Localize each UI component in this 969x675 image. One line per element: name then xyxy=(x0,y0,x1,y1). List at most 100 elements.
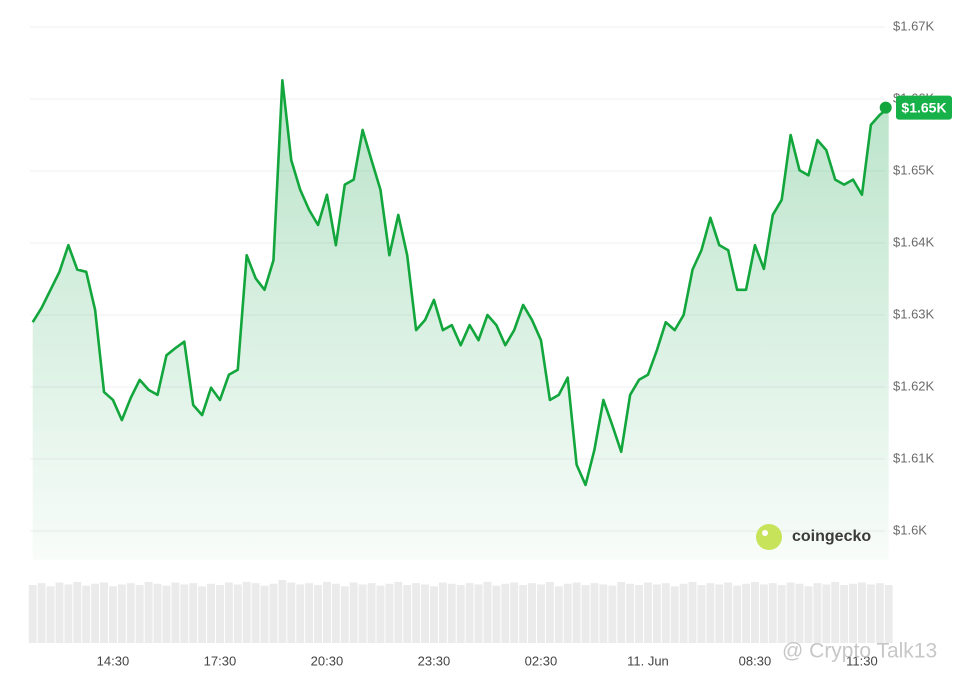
volume-bar xyxy=(180,584,189,643)
volume-bar xyxy=(456,585,465,643)
volume-bar xyxy=(670,586,679,643)
volume-bar xyxy=(545,581,554,643)
volume-bar xyxy=(242,581,251,643)
volume-bar xyxy=(162,585,171,643)
volume-bar xyxy=(215,585,224,643)
volume-bar xyxy=(108,586,117,643)
brand-name: coingecko xyxy=(792,528,871,545)
current-price-label: $1.65K xyxy=(901,99,946,115)
volume-bar xyxy=(697,585,706,643)
y-tick-label: $1.65K xyxy=(893,162,935,177)
volume-bar xyxy=(750,581,759,643)
volume-bar xyxy=(759,584,768,643)
volume-bar xyxy=(153,583,162,643)
volume-bar xyxy=(554,586,563,643)
watermark: @ Crypto Talk13 xyxy=(782,640,937,663)
volume-bar xyxy=(536,584,545,643)
volume-bar xyxy=(55,582,64,643)
volume-bar xyxy=(126,583,135,643)
volume-bar xyxy=(144,581,153,643)
volume-bar xyxy=(822,584,831,643)
volume-bar xyxy=(349,582,358,643)
volume-bar xyxy=(224,582,233,643)
volume-bar xyxy=(465,583,474,643)
volume-bar xyxy=(474,584,483,643)
volume-bar xyxy=(340,586,349,643)
volume-bar xyxy=(260,585,269,643)
volume-bar xyxy=(590,583,599,643)
volume-bar xyxy=(831,581,840,643)
volume-bar xyxy=(358,584,367,643)
volume-bar xyxy=(786,582,795,643)
x-tick-label: 17:30 xyxy=(204,653,237,668)
volume-bar xyxy=(403,585,412,643)
volume-bar xyxy=(652,584,661,643)
volume-bar xyxy=(269,583,278,643)
y-tick-label: $1.64K xyxy=(893,234,935,249)
volume-bar xyxy=(100,582,108,643)
volume-bar xyxy=(804,586,813,643)
volume-bar xyxy=(724,582,733,643)
volume-bar xyxy=(412,583,421,643)
volume-bar xyxy=(367,583,376,643)
volume-bar xyxy=(875,583,884,643)
volume-bar xyxy=(296,584,305,643)
current-price-dot xyxy=(879,101,892,114)
volume-bar xyxy=(278,580,287,643)
volume-bar xyxy=(322,581,331,643)
volume-bar xyxy=(331,583,340,643)
x-tick-label: 02:30 xyxy=(525,653,558,668)
x-tick-label: 23:30 xyxy=(418,653,451,668)
volume-bar xyxy=(189,583,198,643)
x-tick-label: 11. Jun xyxy=(627,653,669,668)
y-tick-label: $1.61K xyxy=(893,450,935,465)
volume-bar xyxy=(599,584,608,643)
price-line xyxy=(31,78,890,487)
volume-bar xyxy=(421,584,429,643)
volume-bar xyxy=(795,583,804,643)
volume-bar xyxy=(251,583,260,643)
volume-bar xyxy=(305,583,314,643)
volume-bar xyxy=(376,585,385,643)
y-tick-label: $1.67K xyxy=(893,18,935,33)
volume-bar xyxy=(510,582,519,643)
volume-bar xyxy=(394,581,403,643)
volume-bar xyxy=(37,583,46,643)
volume-bar xyxy=(563,583,572,643)
volume-bar xyxy=(429,586,438,643)
volume-bar xyxy=(117,584,126,643)
volume-bar xyxy=(688,581,697,643)
x-tick-label: 08:30 xyxy=(739,653,772,668)
volume-bar xyxy=(135,585,144,643)
volume-bar xyxy=(171,582,180,643)
brand-logo-eye xyxy=(762,530,768,536)
volume-bar xyxy=(447,583,456,643)
y-tick-label: $1.63K xyxy=(893,306,935,321)
volume-bar xyxy=(857,582,866,643)
price-area xyxy=(32,80,889,560)
volume-bar xyxy=(840,585,849,643)
volume-bar xyxy=(483,581,492,643)
x-tick-label: 11:30 xyxy=(846,653,878,668)
volume-bar xyxy=(626,583,635,643)
volume-bar xyxy=(866,584,875,643)
x-tick-label: 14:30 xyxy=(97,653,130,668)
volume-bar xyxy=(849,583,857,643)
volume-bar xyxy=(385,583,394,643)
volume-bar xyxy=(617,581,626,643)
volume-bar xyxy=(501,583,510,643)
volume-bar xyxy=(287,582,296,643)
volume-bar xyxy=(198,586,207,643)
volume-bar xyxy=(207,583,215,643)
volume-bar xyxy=(679,583,688,643)
volume-bar xyxy=(233,584,242,643)
volume-bar xyxy=(661,583,670,643)
volume-bar xyxy=(635,585,643,643)
volume-bar xyxy=(82,585,91,643)
volume-bar xyxy=(581,585,590,643)
volume-bar xyxy=(777,585,786,643)
volume-bar xyxy=(314,585,322,643)
x-tick-label: 20:30 xyxy=(311,653,344,668)
volume-bar xyxy=(884,585,893,643)
volume-bar xyxy=(528,583,536,643)
